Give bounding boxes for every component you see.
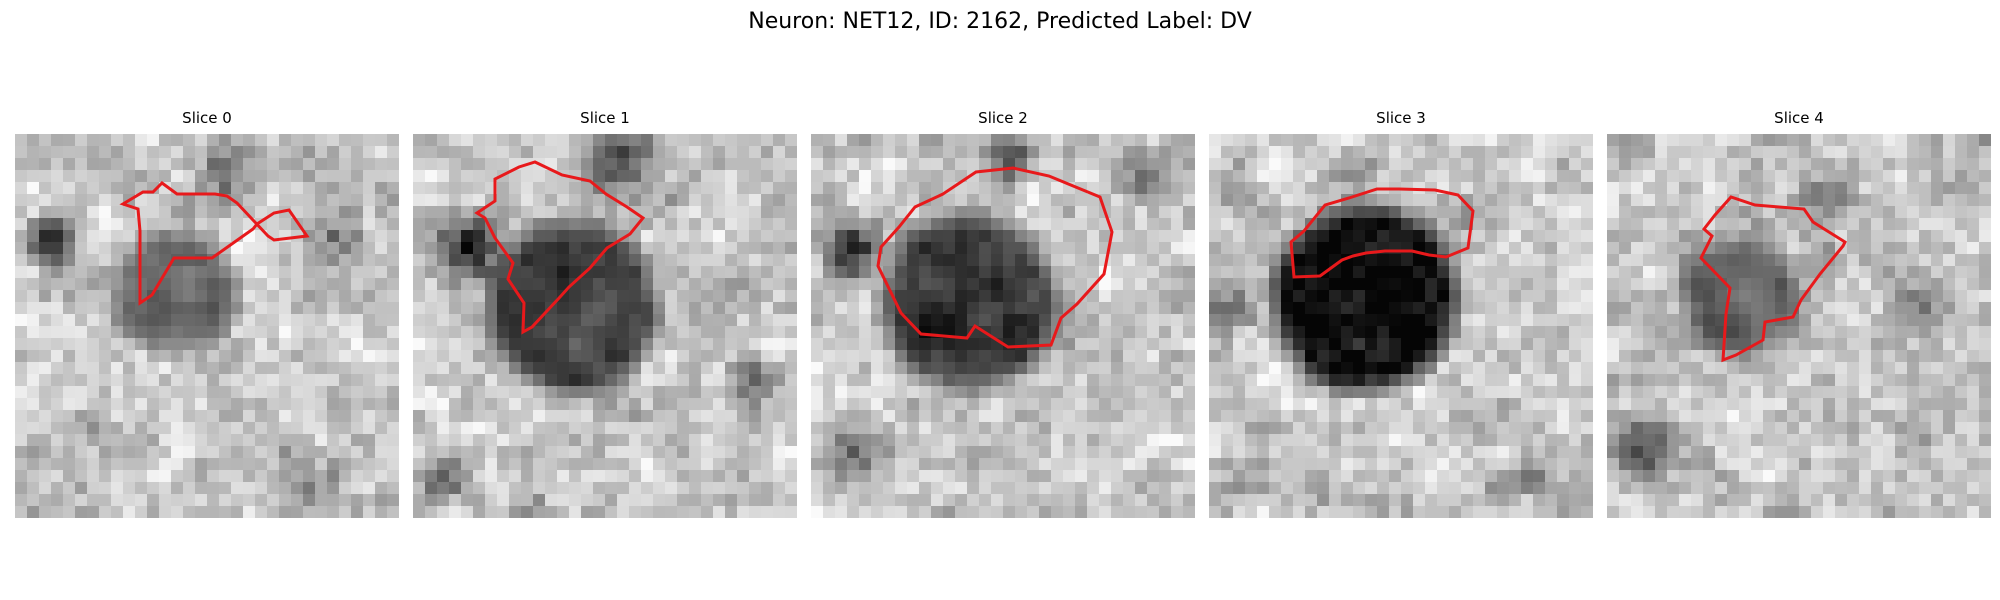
slice-image-1 — [413, 134, 797, 518]
slice-title-2: Slice 2 — [978, 109, 1028, 127]
figure-title: Neuron: NET12, ID: 2162, Predicted Label… — [748, 9, 1252, 34]
roi-contour-2 — [876, 166, 1114, 349]
slice-title-1: Slice 1 — [580, 109, 630, 127]
slice-image-3 — [1209, 134, 1593, 518]
slice-image-0 — [15, 134, 399, 518]
roi-contour-4 — [1699, 195, 1847, 363]
slice-contour-overlay-1 — [474, 160, 646, 335]
slice-image-4 — [1607, 134, 1991, 518]
slice-contour-overlay-4 — [1699, 195, 1847, 363]
slice-title-0: Slice 0 — [182, 109, 232, 127]
slice-image-2 — [811, 134, 1195, 518]
roi-contour-0 — [119, 181, 310, 306]
roi-contour-1 — [474, 160, 646, 335]
roi-contour-3 — [1289, 187, 1475, 279]
slice-title-4: Slice 4 — [1774, 109, 1824, 127]
slice-contour-overlay-0 — [119, 181, 310, 306]
slice-title-3: Slice 3 — [1376, 109, 1426, 127]
slice-contour-overlay-2 — [876, 166, 1114, 349]
slice-contour-overlay-3 — [1289, 187, 1475, 279]
